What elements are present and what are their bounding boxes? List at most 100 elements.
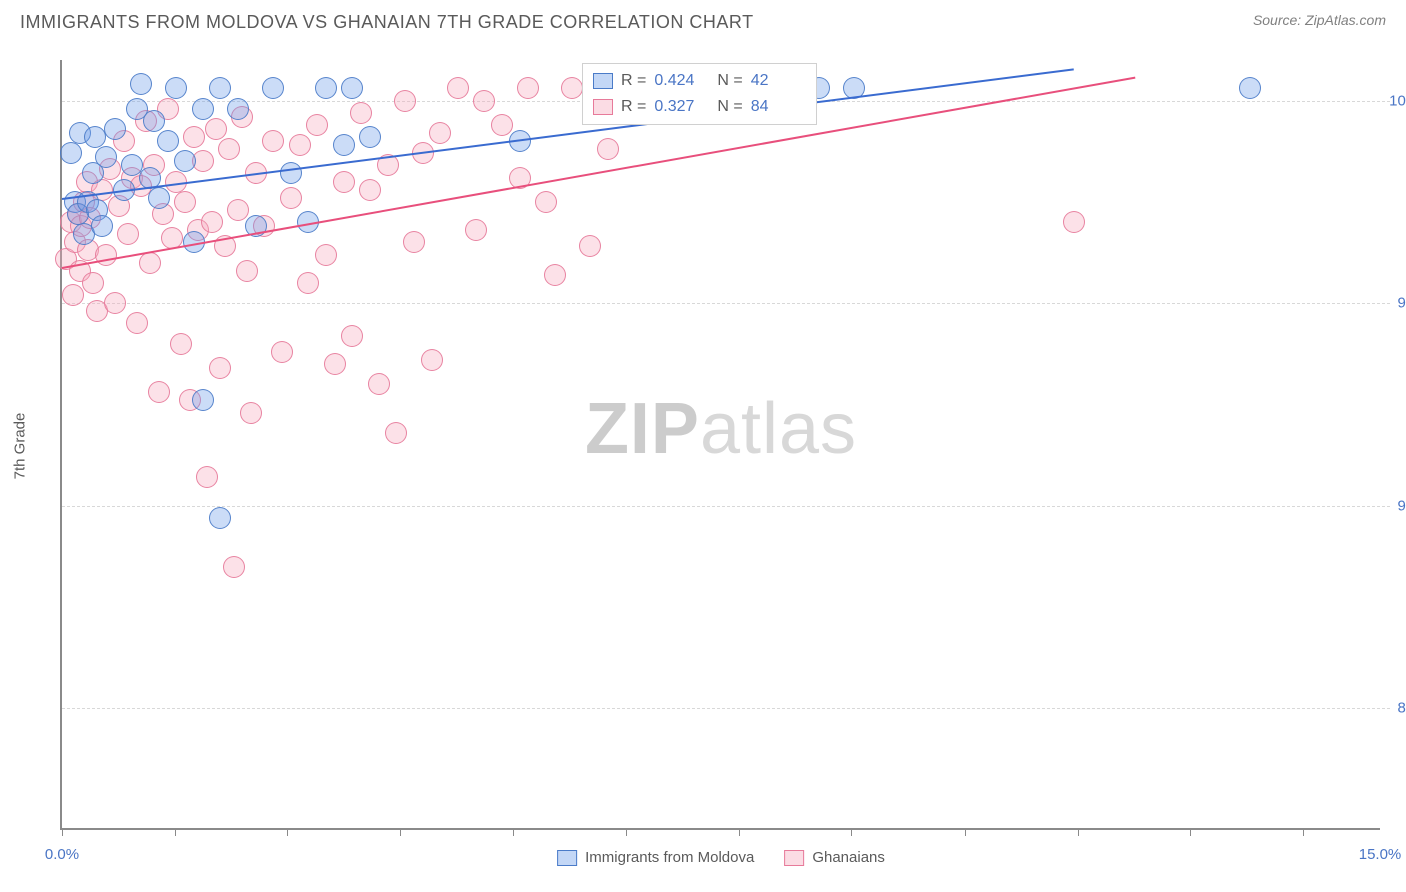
gridline [62,303,1390,304]
scatter-point [333,134,355,156]
scatter-point [104,118,126,140]
scatter-point [544,264,566,286]
swatch-moldova-bottom [557,850,577,866]
scatter-point [209,357,231,379]
scatter-point [262,77,284,99]
scatter-point [262,130,284,152]
x-max-label: 15.0% [1359,846,1402,863]
scatter-point [535,191,557,213]
legend-item-ghanaian: Ghanaians [784,849,885,866]
watermark: ZIPatlas [585,388,857,470]
scatter-point [148,381,170,403]
scatter-point [192,98,214,120]
scatter-point [174,150,196,172]
scatter-point [315,77,337,99]
y-tick-label: 85.0% [1385,700,1406,717]
scatter-point [60,142,82,164]
scatter-point [429,122,451,144]
r-value-moldova: 0.424 [654,72,709,90]
x-tick [965,828,966,836]
x-tick [175,828,176,836]
x-tick [1078,828,1079,836]
scatter-point [491,114,513,136]
scatter-point [209,507,231,529]
x-tick [513,828,514,836]
title-bar: IMMIGRANTS FROM MOLDOVA VS GHANAIAN 7TH … [20,12,1386,42]
plot-area: ZIPatlas 85.0%90.0%95.0%100.0% R = 0.424… [60,60,1380,830]
scatter-point [359,126,381,148]
scatter-point [315,244,337,266]
legend-row-ghanaian: R = 0.327 N = 84 [593,94,806,120]
scatter-point [62,284,84,306]
chart-title: IMMIGRANTS FROM MOLDOVA VS GHANAIAN 7TH … [20,12,1386,33]
r-label: R = [621,72,646,90]
y-tick-label: 90.0% [1385,497,1406,514]
scatter-point [333,171,355,193]
scatter-point [170,333,192,355]
x-tick [400,828,401,836]
scatter-point [130,73,152,95]
series-legend: Immigrants from Moldova Ghanaians [557,849,885,866]
scatter-point [368,373,390,395]
r-label: R = [621,98,646,116]
scatter-point [403,231,425,253]
y-axis-label: 7th Grade [12,413,29,480]
scatter-point [148,187,170,209]
scatter-point [104,292,126,314]
scatter-point [1239,77,1261,99]
scatter-point [341,77,363,99]
watermark-light: atlas [700,389,857,469]
x-tick [626,828,627,836]
scatter-point [236,260,258,282]
scatter-point [223,556,245,578]
scatter-point [157,130,179,152]
scatter-point [227,98,249,120]
n-label: N = [717,98,742,116]
scatter-point [117,223,139,245]
scatter-point [1063,211,1085,233]
scatter-point [350,102,372,124]
swatch-ghanaian [593,99,613,115]
scatter-point [280,162,302,184]
scatter-point [517,77,539,99]
n-label: N = [717,72,742,90]
scatter-point [324,353,346,375]
legend-label-moldova: Immigrants from Moldova [585,849,754,866]
scatter-point [447,77,469,99]
scatter-point [174,191,196,213]
legend-item-moldova: Immigrants from Moldova [557,849,754,866]
scatter-point [82,272,104,294]
x-tick [1303,828,1304,836]
scatter-point [271,341,293,363]
scatter-point [196,466,218,488]
x-tick [739,828,740,836]
scatter-point [597,138,619,160]
x-tick [287,828,288,836]
scatter-point [421,349,443,371]
swatch-ghanaian-bottom [784,850,804,866]
scatter-point [394,90,416,112]
source-label: Source: ZipAtlas.com [1253,12,1386,28]
x-tick [62,828,63,836]
scatter-point [183,126,205,148]
watermark-bold: ZIP [585,389,700,469]
scatter-point [201,211,223,233]
scatter-point [227,199,249,221]
correlation-legend: R = 0.424 N = 42 R = 0.327 N = 84 [582,63,817,125]
n-value-ghanaian: 84 [751,98,806,116]
scatter-point [139,252,161,274]
scatter-point [465,219,487,241]
scatter-point [192,389,214,411]
scatter-point [91,215,113,237]
legend-row-moldova: R = 0.424 N = 42 [593,68,806,94]
scatter-point [143,110,165,132]
scatter-point [280,187,302,209]
scatter-point [126,312,148,334]
n-value-moldova: 42 [751,72,806,90]
x-tick [851,828,852,836]
y-tick-label: 95.0% [1385,295,1406,312]
gridline [62,506,1390,507]
scatter-point [165,77,187,99]
scatter-point [359,179,381,201]
scatter-point [579,235,601,257]
